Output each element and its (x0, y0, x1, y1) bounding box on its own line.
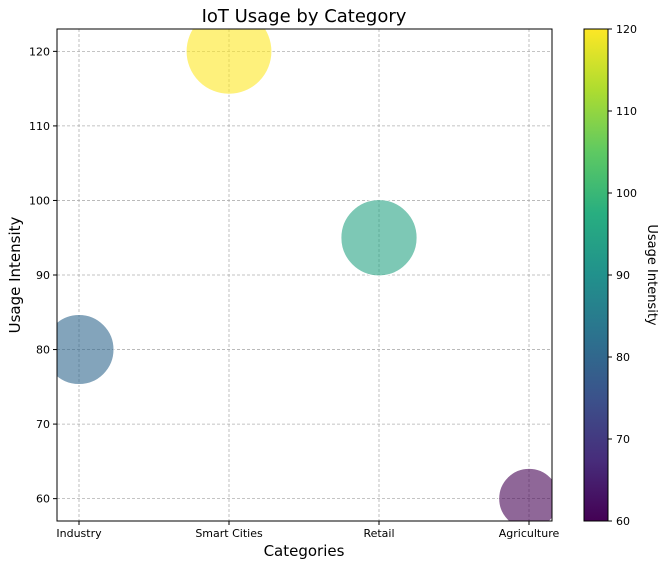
colorbar-tick-label: 80 (616, 351, 630, 364)
y-tick-label: 90 (36, 269, 50, 282)
y-axis-ticks: 60 70 80 90 100 110 120 (29, 45, 57, 506)
colorbar-tick-label: 60 (616, 515, 630, 528)
bubble-smart-cities (185, 29, 273, 95)
bubble-industry (57, 314, 115, 386)
bubble-agriculture (498, 467, 552, 521)
y-tick-label: 120 (29, 45, 50, 58)
y-axis-label: Usage Intensity (6, 216, 24, 333)
colorbar-tick-label: 110 (616, 105, 637, 118)
y-tick-label: 80 (36, 344, 50, 357)
colorbar-tick-label: 90 (616, 269, 630, 282)
colorbar-tick-label: 120 (616, 23, 637, 36)
chart-title: IoT Usage by Category (202, 6, 407, 27)
bubble-retail (340, 199, 418, 277)
colorbar-tick-label: 70 (616, 433, 630, 446)
y-tick-label: 110 (29, 120, 50, 133)
y-tick-label: 100 (29, 194, 50, 207)
colorbar-label: Usage Intensity (644, 224, 659, 326)
y-tick-label: 70 (36, 418, 50, 431)
x-tick-label: Industry (56, 527, 102, 540)
x-tick-label: Smart Cities (195, 527, 263, 540)
x-tick-label: Agriculture (499, 527, 560, 540)
colorbar (583, 28, 609, 522)
colorbar-tick-label: 100 (616, 187, 637, 200)
x-tick-label: Retail (363, 527, 394, 540)
colorbar-ticks: 60 70 80 90 100 110 120 (608, 23, 637, 528)
y-tick-label: 60 (36, 493, 50, 506)
x-axis-label: Categories (264, 542, 345, 560)
x-axis-ticks: Industry Smart Cities Retail Agriculture (56, 521, 559, 540)
grid-lines (57, 29, 552, 521)
bubbles (57, 29, 552, 521)
